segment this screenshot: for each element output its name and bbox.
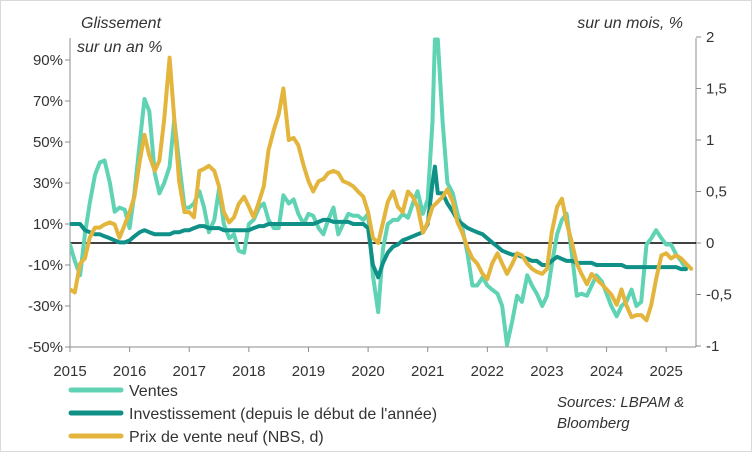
x-tick-label: 2022 (471, 363, 504, 380)
sources-line1: Sources: LBPAM & (557, 394, 684, 411)
right-tick-label: 1 (706, 132, 714, 149)
left-tick-label: 10% (33, 216, 63, 233)
right-tick-label: -1 (706, 338, 719, 355)
left-tick-label: 90% (33, 52, 63, 69)
left-tick-label: -10% (28, 257, 63, 274)
right-axis-title: sur un mois, % (577, 15, 683, 32)
right-tick-label: 2 (706, 29, 714, 46)
series-ventes-line (70, 37, 688, 347)
x-tick-label: 2021 (411, 363, 444, 380)
x-tick-label: 2019 (292, 363, 325, 380)
x-tick-label: 2015 (53, 363, 86, 380)
left-axis-title-line2: sur un an % (77, 39, 162, 56)
right-tick-label: 0 (706, 235, 714, 252)
left-tick-label: -30% (28, 298, 63, 315)
x-tick-label: 2017 (173, 363, 206, 380)
right-tick-label: 1,5 (706, 81, 727, 98)
left-tick-label: 50% (33, 134, 63, 151)
legend-label-investissement: Investissement (depuis le début de l'ann… (129, 406, 437, 423)
x-tick-label: 2025 (650, 363, 683, 380)
left-axis-title-line1: Glissement (81, 15, 162, 32)
x-tick-label: 2016 (113, 363, 146, 380)
legend-label-ventes: Ventes (129, 383, 178, 400)
left-tick-label: 30% (33, 175, 63, 192)
series-prix-line (70, 55, 694, 323)
right-tick-label: -0,5 (706, 287, 732, 304)
series-investissement-line (70, 164, 688, 280)
legend-label-prix: Prix de vente neuf (NBS, d) (129, 429, 324, 446)
right-tick-label: 0,5 (706, 184, 727, 201)
left-tick-label: 70% (33, 93, 63, 110)
x-tick-label: 2018 (232, 363, 265, 380)
x-tick-label: 2020 (351, 363, 384, 380)
left-tick-label: -50% (28, 339, 63, 356)
x-tick-label: 2023 (530, 363, 563, 380)
x-tick-label: 2024 (590, 363, 623, 380)
sources-line2: Bloomberg (557, 415, 630, 432)
